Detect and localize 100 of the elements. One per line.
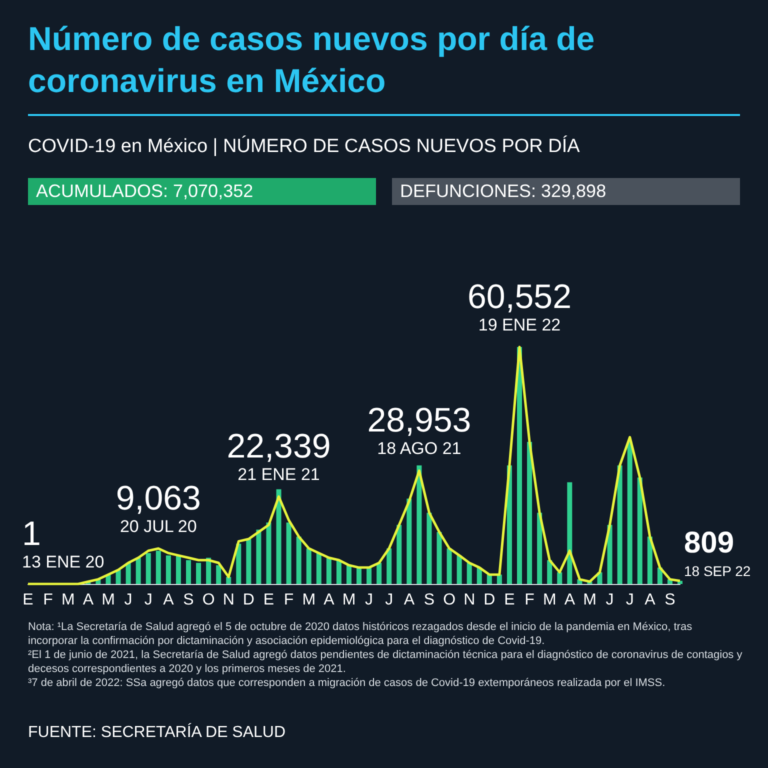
chart-subtitle: COVID-19 en México | NÚMERO DE CASOS NUEVOS POR DÍA: [28, 136, 580, 158]
x-tick-label: A: [564, 592, 576, 608]
bar: [527, 442, 532, 584]
x-tick-label: D: [242, 592, 254, 608]
x-tick-label: F: [524, 592, 535, 608]
data-label: 1: [22, 514, 41, 553]
text: ³7 de abril de 2022: SSa agregó datos que corresponden a migración de casos de Covid-19 extemporáneos realizada por el IMSS.: [28, 676, 666, 690]
bar: [637, 478, 642, 584]
x-tick-label: E: [263, 592, 274, 608]
annotation: 18 AGO 21: [377, 439, 462, 458]
source-note: FUENTE: SECRETARÍA DE SALUD: [28, 724, 286, 742]
x-tick-label: M: [583, 592, 596, 608]
x-tick-label: F: [43, 592, 54, 608]
chart-title: Número de casos nuevos por día de coronavirus en México: [28, 19, 596, 101]
bar: [396, 524, 402, 584]
x-tick-label: S: [183, 592, 194, 608]
bar: [446, 548, 452, 584]
bar: [517, 346, 522, 584]
x-tick-label: O: [202, 592, 215, 608]
bar: [306, 548, 312, 584]
text: Nota: ¹La Secretaría de Salud agregó el 5 de octubre de 2020 datos históricos rezagados desde el inicio de la pandemia en México, tras incorporar la confirmación por dictaminación y asociación epidemiológica para el diagnóstico de Covid-19.: [28, 620, 694, 648]
bar: [627, 442, 632, 584]
bar: [206, 558, 212, 584]
x-tick-label: N: [464, 592, 476, 608]
bar: [286, 522, 292, 584]
x-tick-label: A: [163, 592, 174, 608]
bar: [226, 576, 232, 584]
bar: [156, 550, 161, 584]
x-tick-label: M: [302, 592, 316, 608]
bar: [336, 560, 342, 584]
bar: [316, 553, 322, 584]
x-tick-label: S: [424, 592, 435, 608]
x-tick-label: D: [484, 592, 496, 608]
bar: [406, 498, 412, 584]
bar: [547, 560, 552, 584]
data-label: 60,552: [468, 278, 572, 316]
x-tick-label: J: [606, 592, 614, 608]
text: 19 ENE 22: [478, 315, 561, 334]
bar: [456, 555, 462, 584]
bar: [146, 553, 151, 584]
annotation: 20 JUL 20: [120, 517, 197, 536]
bar: [116, 570, 121, 584]
x-tick-label: M: [342, 592, 356, 608]
bar: [617, 465, 622, 584]
bar: [186, 560, 191, 584]
text: ACUMULADOS: 7,070,352: [28, 178, 376, 205]
x-tick-label: M: [542, 592, 556, 608]
x-tick-label: S: [664, 592, 676, 608]
x-tick-label: A: [644, 592, 656, 608]
bar: [356, 568, 362, 584]
bar: [266, 522, 272, 584]
bar: [176, 555, 181, 584]
bar: [647, 536, 652, 584]
text: 18 SEP 22: [684, 562, 751, 579]
x-tick-label: J: [385, 592, 394, 608]
x-tick-label: J: [124, 592, 132, 608]
data-label: 809: [684, 526, 734, 560]
x-tick-label: M: [102, 592, 115, 608]
x-tick-label: A: [324, 592, 335, 608]
annotation: 13 ENE 20: [22, 552, 104, 572]
bar: [256, 530, 262, 584]
bar: [216, 565, 222, 584]
x-tick-label: O: [443, 592, 456, 608]
bar: [366, 568, 372, 584]
data-label: 22,339: [226, 428, 331, 466]
bar: [196, 562, 202, 584]
bar: [466, 562, 472, 584]
x-tick-label: J: [144, 592, 152, 608]
bar: [236, 544, 242, 584]
bar: [276, 489, 282, 584]
x-tick-label: F: [284, 592, 294, 608]
x-tick-label: J: [365, 592, 374, 608]
bar: [537, 512, 542, 584]
text: ²El 1 de junio de 2021, la Secretaría de Salud agregó datos pendientes de dictaminación técnica para el diagnóstico de coronavirus de contagios y decesos correspondientes a 2020 y los primeros meses de 2021.: [28, 648, 744, 676]
bar: [246, 538, 252, 584]
data-label: 9,063: [116, 480, 201, 518]
text: DEFUNCIONES: 329,898: [392, 178, 740, 205]
x-tick-label: N: [222, 592, 234, 608]
bar: [296, 536, 302, 584]
bar: [426, 512, 432, 584]
x-tick-label: A: [404, 592, 415, 608]
bar: [346, 565, 352, 584]
bar: [416, 465, 422, 584]
data-label: 28,953: [367, 402, 472, 440]
bar: [386, 548, 392, 584]
bar: [567, 482, 572, 584]
bar: [436, 532, 442, 584]
annotation: 21 ENE 21: [238, 465, 320, 484]
bar: [607, 524, 612, 584]
bar: [126, 562, 131, 584]
bar: [326, 558, 332, 584]
x-tick-label: E: [504, 592, 515, 608]
bar: [166, 555, 171, 584]
bar: [376, 562, 382, 584]
x-tick-label: M: [61, 592, 75, 608]
x-tick-label: J: [626, 592, 634, 608]
bar: [136, 558, 141, 584]
x-tick-label: E: [22, 592, 34, 608]
x-tick-label: A: [82, 592, 94, 608]
bar: [557, 572, 562, 584]
